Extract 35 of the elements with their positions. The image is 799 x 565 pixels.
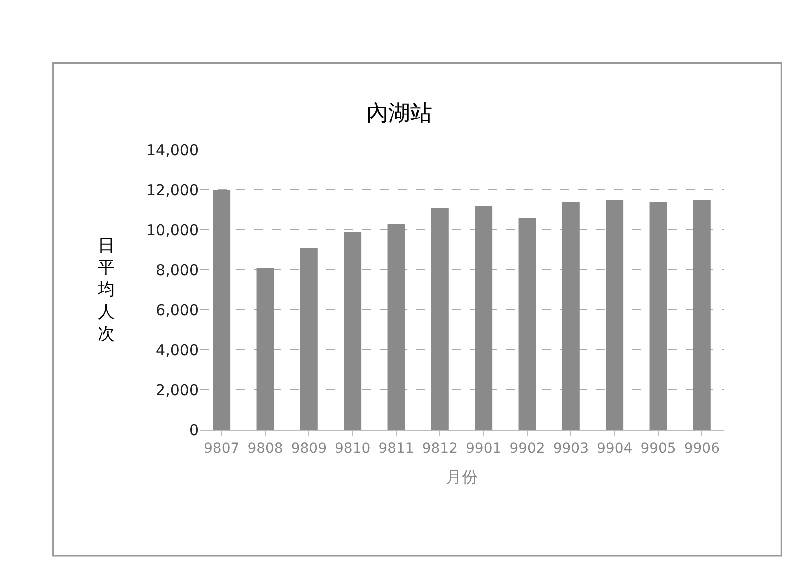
y-axis-title: 日平均人次 xyxy=(97,236,115,344)
x-tick-label: 9905 xyxy=(640,440,676,457)
bar xyxy=(606,200,624,430)
y-tick-label: 6,000 xyxy=(156,301,199,320)
bar xyxy=(431,208,449,430)
x-tick-label: 9810 xyxy=(335,440,371,457)
bar xyxy=(518,218,536,430)
bar xyxy=(693,200,711,430)
y-tick-label: 8,000 xyxy=(156,261,199,280)
y-tick-label: 14,000 xyxy=(146,141,199,160)
x-tick-label: 9904 xyxy=(597,440,633,457)
bar xyxy=(650,202,668,430)
x-tick-label: 9807 xyxy=(204,440,240,457)
y-tick-label: 12,000 xyxy=(146,181,199,200)
x-tick-label: 9902 xyxy=(510,440,546,457)
bar xyxy=(388,224,406,430)
y-tick-label: 10,000 xyxy=(146,221,199,240)
x-tick-label: 9906 xyxy=(684,440,720,457)
x-tick-label: 9901 xyxy=(466,440,502,457)
x-tick-label: 9809 xyxy=(291,440,327,457)
y-tick-label: 4,000 xyxy=(156,341,199,360)
y-tick-label: 0 xyxy=(189,421,199,440)
x-tick-label: 9808 xyxy=(248,440,284,457)
x-tick-label: 9812 xyxy=(422,440,458,457)
bar xyxy=(344,232,362,430)
x-axis-title: 月份 xyxy=(446,468,478,486)
x-tick-label: 9903 xyxy=(553,440,589,457)
y-tick-label: 2,000 xyxy=(156,381,199,400)
chart-title: 內湖站 xyxy=(366,102,432,127)
x-tick-label: 9811 xyxy=(378,440,414,457)
bar xyxy=(562,202,580,430)
bar xyxy=(256,268,274,430)
bar xyxy=(475,206,493,430)
bar xyxy=(213,190,231,430)
bar xyxy=(300,248,318,430)
